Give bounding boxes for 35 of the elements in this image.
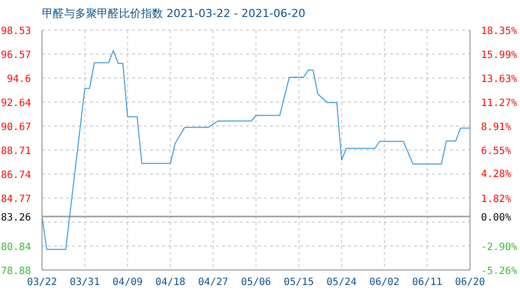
y-tick-label: 98.53 [0, 26, 31, 37]
y2-tick-label: 15.99% [481, 50, 518, 61]
x-tick-label: 06/11 [412, 277, 442, 288]
x-tick-label: 04/09 [112, 277, 143, 288]
x-tick-label: 05/06 [240, 277, 272, 288]
y2-tick-label: -2.90% [481, 242, 518, 254]
y-tick-label: 84.77 [0, 194, 31, 206]
y-tick-label: 78.88 [0, 266, 31, 277]
y-tick-label: 94.6 [6, 74, 31, 85]
y-tick-label: 92.64 [0, 98, 31, 109]
x-tick-label: 04/18 [155, 277, 186, 288]
y-tick-label: 96.57 [0, 50, 31, 61]
x-tick-label: 03/31 [70, 277, 100, 288]
y2-tick-label: -5.26% [481, 266, 518, 277]
y2-tick-label: 1.82% [481, 194, 512, 206]
x-tick-label: 06/02 [369, 277, 400, 288]
y-tick-label: 80.84 [0, 242, 31, 254]
y-tick-label: 88.71 [0, 146, 31, 157]
y2-tick-label: 6.55% [481, 146, 512, 157]
y2-tick-label: 18.35% [481, 26, 518, 37]
y-tick-label: 86.74 [0, 170, 31, 181]
y-tick-label: 83.26 [0, 212, 31, 224]
y2-tick-label: 11.27% [481, 98, 518, 109]
y2-tick-label: 0.00% [481, 212, 512, 224]
chart-title: 甲醛与多聚甲醛比价指数 2021-03-22 - 2021-06-20 [42, 6, 306, 21]
y2-tick-label: 8.91% [481, 122, 512, 133]
line-series [42, 50, 470, 250]
x-tick-label: 05/24 [326, 277, 357, 288]
x-tick-label: 06/20 [454, 277, 486, 288]
x-tick-label: 04/27 [198, 277, 228, 288]
y2-tick-label: 4.28% [481, 169, 512, 180]
x-tick-label: 05/15 [284, 277, 314, 288]
y-tick-label: 90.67 [0, 122, 31, 133]
y2-tick-label: 13.63% [481, 74, 518, 85]
x-tick-label: 03/22 [26, 277, 58, 288]
